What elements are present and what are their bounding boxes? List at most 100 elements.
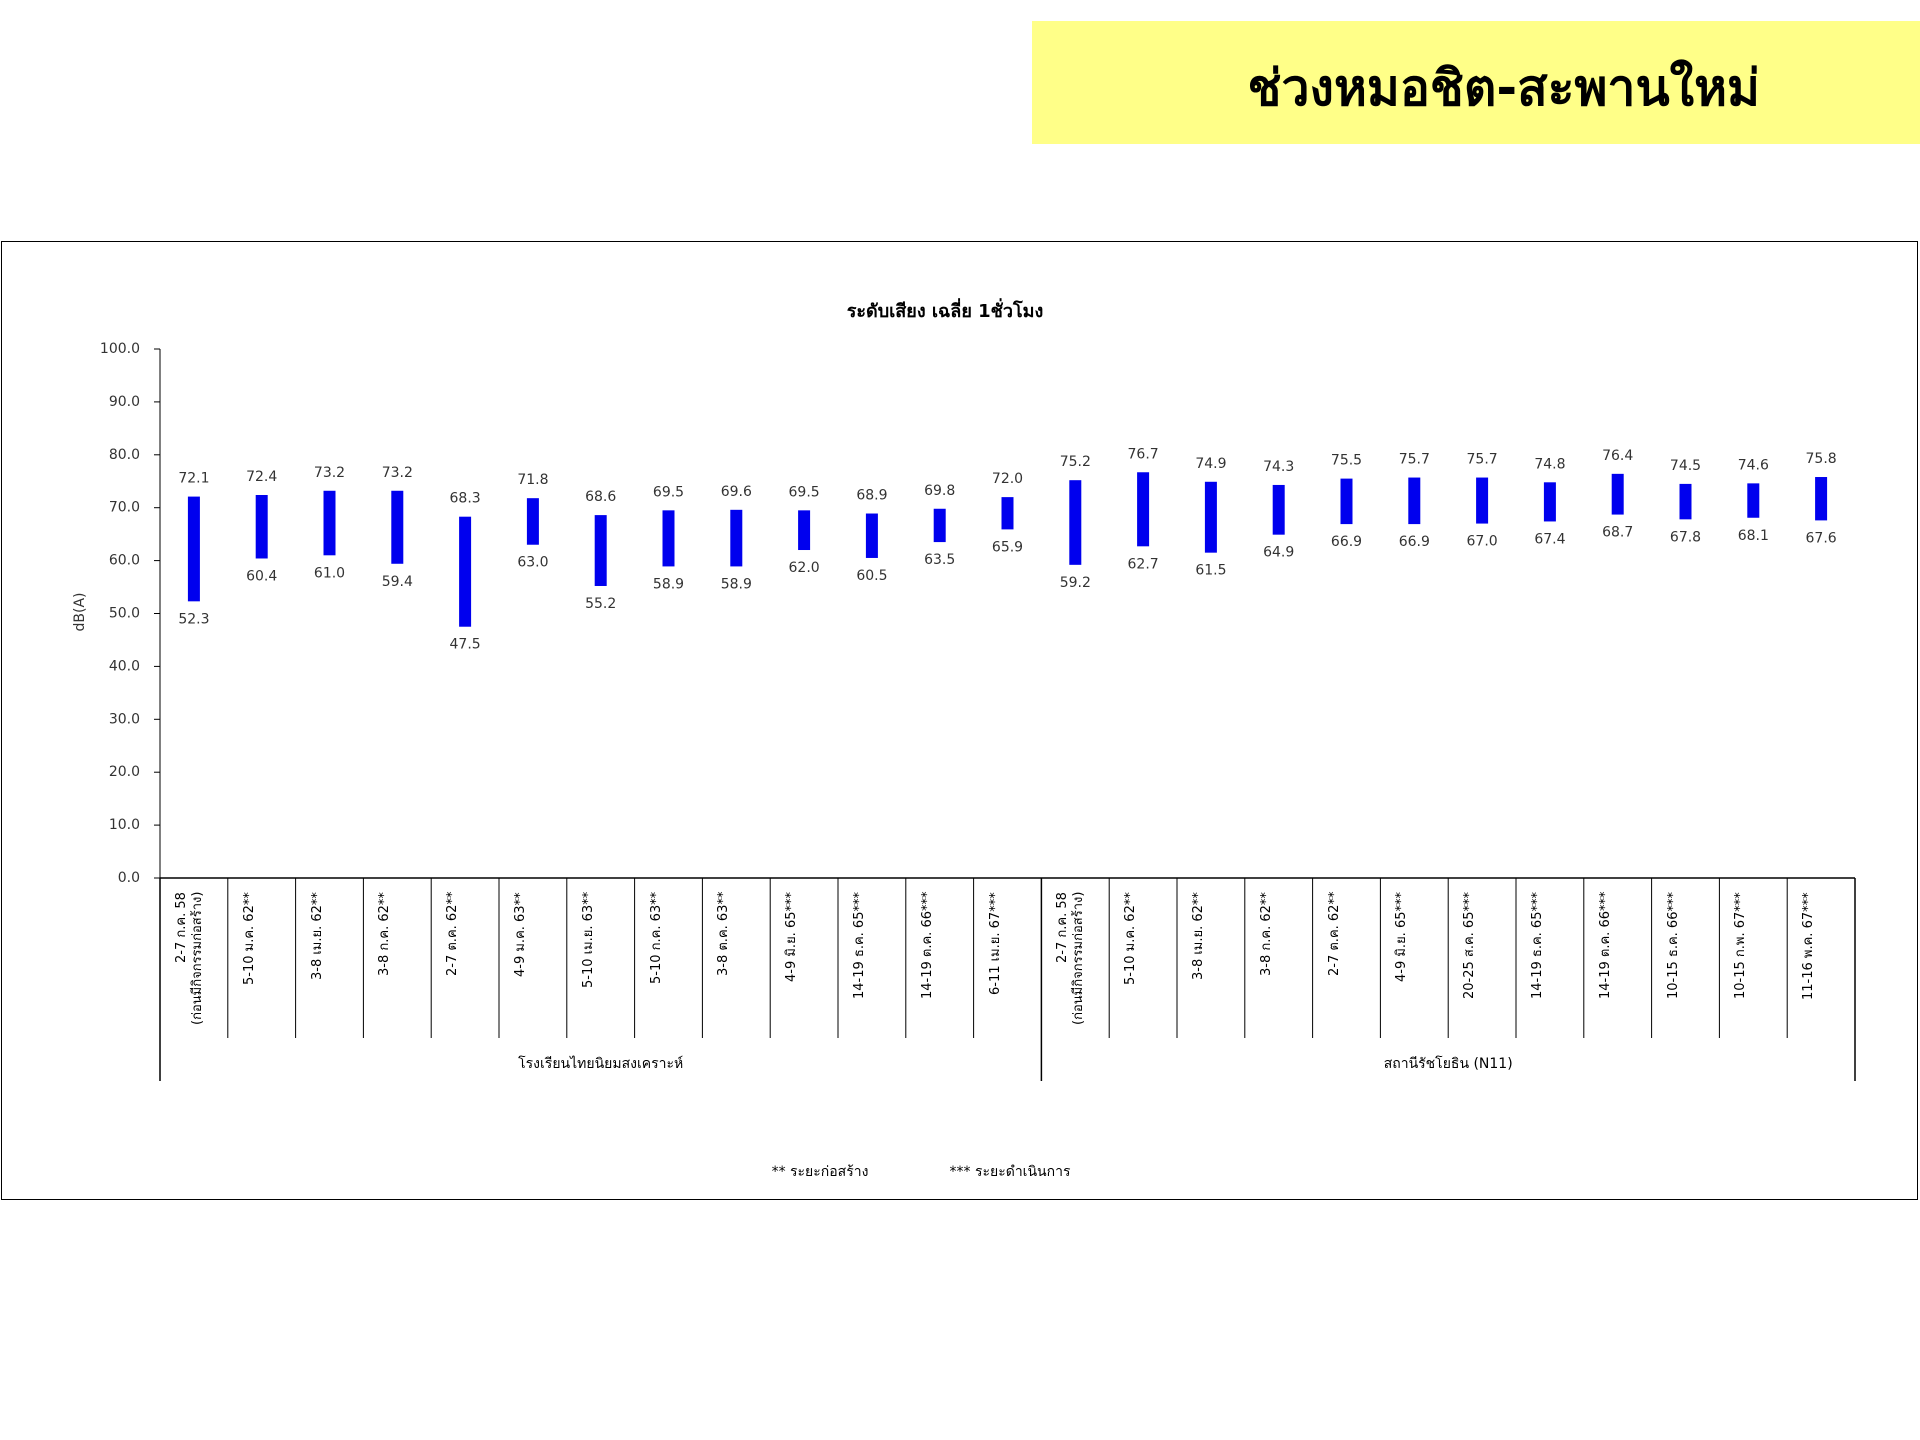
- x-tick-label: 2-7 ต.ค. 62**: [1326, 892, 1342, 977]
- y-tick-label: 90.0: [109, 394, 140, 410]
- data-label-low: 62.0: [789, 560, 820, 576]
- data-label-high: 75.8: [1806, 451, 1837, 467]
- data-label-high: 68.6: [585, 489, 616, 505]
- data-label-high: 72.1: [178, 471, 209, 487]
- data-label-low: 58.9: [721, 576, 752, 592]
- data-label-high: 69.8: [924, 483, 955, 499]
- range-bar: [798, 510, 811, 551]
- y-tick-label: 70.0: [109, 500, 140, 516]
- data-label-low: 60.4: [246, 568, 277, 584]
- x-tick-label: 5-10 ม.ค. 62**: [1123, 892, 1139, 985]
- data-label-high: 76.4: [1602, 448, 1633, 464]
- range-bar: [1611, 473, 1624, 515]
- range-bar: [933, 508, 946, 543]
- range-bar: [865, 513, 878, 558]
- data-label-low: 66.9: [1399, 534, 1430, 550]
- data-label-high: 74.3: [1263, 459, 1294, 475]
- y-tick-label: 20.0: [109, 764, 140, 780]
- x-tick-label: 5-10 เม.ย. 63**: [580, 892, 596, 989]
- x-tick-label: 14-19 ต.ค. 66***: [1597, 892, 1613, 1000]
- data-label-low: 68.7: [1602, 525, 1633, 541]
- x-tick-label: 14-19 ธ.ค. 65***: [851, 892, 867, 999]
- data-label-high: 69.5: [653, 484, 684, 500]
- data-label-high: 75.2: [1060, 454, 1091, 470]
- y-tick-label: 50.0: [109, 606, 140, 622]
- x-tick-label: 3-8 เม.ย. 62**: [1190, 892, 1206, 980]
- data-label-high: 73.2: [382, 465, 413, 481]
- chart-title: ระดับเสียง เฉลี่ย 1ชั่วโมง: [847, 298, 1044, 322]
- x-tick-label: 14-19 ต.ค. 66***: [919, 892, 935, 1000]
- x-tick-label: 10-15 ก.พ. 67***: [1733, 892, 1749, 999]
- y-tick-label: 40.0: [109, 658, 140, 674]
- x-tick-label: 6-11 เม.ย. 67***: [987, 892, 1003, 995]
- data-label-low: 67.8: [1670, 529, 1701, 545]
- data-label-low: 64.9: [1263, 545, 1294, 561]
- range-bar: [1408, 477, 1421, 525]
- x-tick-label: 10-15 ธ.ค. 66***: [1665, 892, 1681, 999]
- range-bar: [1137, 472, 1150, 547]
- data-label-low: 61.0: [314, 565, 345, 581]
- data-label-low: 61.5: [1195, 563, 1226, 579]
- group-label: โรงเรียนไทยนิยมสงเคราะห์: [518, 1055, 683, 1072]
- x-tick-label: 3-8 ต.ค. 63**: [716, 892, 732, 977]
- y-tick-label: 10.0: [109, 817, 140, 833]
- data-label-high: 71.8: [517, 472, 548, 488]
- y-tick-label: 80.0: [109, 447, 140, 463]
- range-bar: [459, 516, 472, 627]
- data-label-low: 63.0: [517, 555, 548, 571]
- data-label-high: 74.5: [1670, 458, 1701, 474]
- range-bar: [1001, 497, 1014, 530]
- y-tick-label: 100.0: [100, 341, 140, 357]
- data-label-low: 62.7: [1128, 556, 1159, 572]
- header-title: ช่วงหมอชิต-สะพานใหม่: [1247, 59, 1760, 117]
- data-label-high: 75.5: [1331, 453, 1362, 469]
- data-label-low: 60.5: [856, 568, 887, 584]
- data-label-low: 66.9: [1331, 534, 1362, 550]
- data-label-high: 72.0: [992, 471, 1023, 487]
- range-bar: [1679, 483, 1692, 520]
- y-tick-label: 30.0: [109, 711, 140, 727]
- data-label-high: 68.9: [856, 488, 887, 504]
- data-label-low: 67.4: [1534, 531, 1565, 547]
- data-label-low: 59.2: [1060, 575, 1091, 591]
- header: ช่วงหมอชิต-สะพานใหม่: [1032, 21, 1920, 144]
- range-bar: [255, 495, 268, 559]
- x-tick-label: 14-19 ธ.ค. 65***: [1529, 892, 1545, 999]
- range-bar: [1476, 477, 1489, 524]
- y-tick-label: 0.0: [118, 870, 140, 886]
- x-tick-label: 3-8 ก.ค. 62**: [1258, 892, 1274, 976]
- data-label-low: 67.6: [1806, 530, 1837, 546]
- data-label-high: 69.5: [789, 484, 820, 500]
- chart-frame: [1, 241, 1918, 1200]
- data-label-low: 65.9: [992, 539, 1023, 555]
- data-label-high: 74.8: [1534, 456, 1565, 472]
- range-bar: [730, 509, 743, 567]
- data-label-low: 52.3: [178, 611, 209, 627]
- footnote: ** ระยะก่อสร้าง: [772, 1164, 869, 1180]
- y-tick-label: 60.0: [109, 553, 140, 569]
- group-label: สถานีรัชโยธิน (N11): [1384, 1055, 1513, 1072]
- x-tick-label: 3-8 เม.ย. 62**: [309, 892, 325, 980]
- x-tick-label: 3-8 ก.ค. 62**: [377, 892, 393, 976]
- x-tick-label: 5-10 ก.ค. 63**: [648, 892, 664, 985]
- data-label-high: 69.6: [721, 484, 752, 500]
- x-tick-label: 2-7 ต.ค. 62**: [445, 892, 461, 977]
- x-tick-label: 4-9 ม.ค. 63**: [512, 892, 528, 977]
- range-bar: [391, 490, 404, 564]
- y-axis-label: dB(A): [72, 593, 88, 632]
- range-bar: [1069, 480, 1082, 565]
- footnote: *** ระยะดำเนินการ: [950, 1164, 1071, 1180]
- data-label-high: 75.7: [1399, 452, 1430, 468]
- range-bar: [526, 498, 539, 545]
- range-bar: [1543, 482, 1556, 522]
- range-bar: [187, 496, 200, 602]
- data-label-high: 75.7: [1467, 452, 1498, 468]
- range-bar: [594, 515, 607, 586]
- data-label-high: 72.4: [246, 469, 277, 485]
- data-label-low: 68.1: [1738, 528, 1769, 544]
- range-bar: [662, 510, 675, 567]
- data-label-low: 58.9: [653, 576, 684, 592]
- data-label-high: 76.7: [1128, 446, 1159, 462]
- data-label-low: 55.2: [585, 596, 616, 612]
